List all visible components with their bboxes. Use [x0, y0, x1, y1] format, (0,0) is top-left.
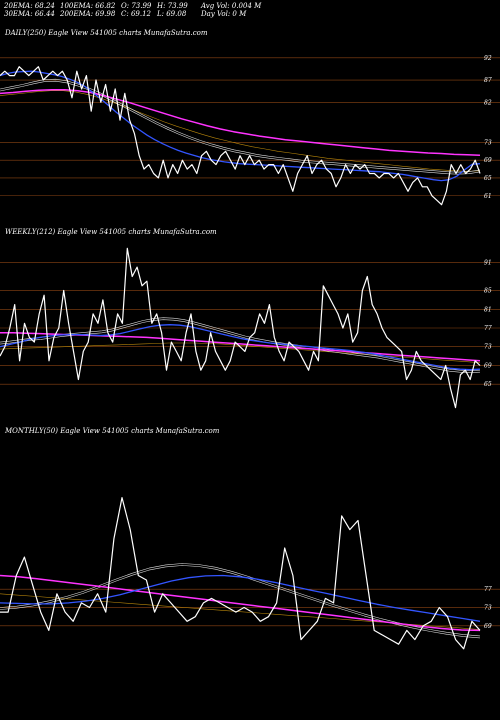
ema-brown-line [0, 342, 481, 363]
ema-white-line [0, 78, 481, 173]
header-stat: H: 73.99 [157, 2, 188, 10]
y-tick-label: 81 [484, 306, 492, 313]
header-stat: 30EMA: 66.44 [4, 10, 55, 18]
y-tick-label: 61 [484, 193, 492, 200]
ema-brown-line [0, 90, 481, 172]
header-stats: 20EMA: 68.24 100EMA: 66.82 O: 73.99 H: 73.9… [0, 0, 500, 22]
y-tick-label: 73 [484, 139, 492, 146]
price-line [0, 247, 481, 409]
y-tick-label: 77 [484, 586, 492, 593]
y-tick-label: 73 [484, 344, 492, 351]
y-tick-label: 65 [484, 381, 492, 388]
chart-panel-2: 77 73 69 [0, 497, 500, 650]
weekly-panel-label: WEEKLY(212) Eagle View 541005 charts Mun… [5, 228, 217, 236]
ema-white-line-2 [0, 80, 481, 175]
y-tick-label: 69 [484, 362, 492, 369]
y-tick-label: 82 [484, 99, 492, 106]
header-stat: O: 73.99 [121, 2, 152, 10]
y-tick-label: 87 [484, 77, 492, 84]
header-stat: Day Vol: 0 M [201, 10, 247, 18]
ema-blue-line [0, 574, 481, 622]
chart-panel-1: 91 85 81 77 73 69 65 [0, 247, 500, 409]
header-stat: Avg Vol: 0.004 M [201, 2, 262, 10]
y-tick-label: 65 [484, 175, 492, 182]
y-tick-label: 85 [484, 288, 492, 295]
y-tick-label: 69 [484, 157, 492, 164]
ema-magenta-line [0, 574, 481, 632]
monthly-panel-label: MONTHLY(50) Eagle View 541005 charts Mun… [5, 427, 220, 435]
y-tick-label: 69 [484, 623, 492, 630]
y-tick-label: 73 [484, 605, 492, 612]
y-tick-label: 91 [484, 259, 492, 266]
ema-magenta-line [0, 89, 481, 157]
header-stat: C: 69.12 [121, 10, 151, 18]
ema-white-line-2 [0, 565, 481, 639]
y-tick-label: 92 [484, 55, 492, 62]
chart-panel-0: 92 87 82 73 69 65 61 [0, 55, 500, 206]
price-line [0, 66, 481, 206]
header-stat: 100EMA: 66.82 [60, 2, 116, 10]
ema-blue-line [0, 324, 481, 371]
ema-blue-line [0, 70, 481, 182]
header-stat: 200EMA: 69.98 [60, 10, 116, 18]
header-stat: 20EMA: 68.24 [4, 2, 55, 10]
price-line [0, 497, 481, 650]
y-tick-label: 77 [484, 325, 492, 332]
header-stat: L: 69.08 [157, 10, 187, 18]
ema-white-line [0, 317, 481, 371]
daily-panel-label: DAILY(250) Eagle View 541005 charts Muna… [5, 29, 208, 37]
